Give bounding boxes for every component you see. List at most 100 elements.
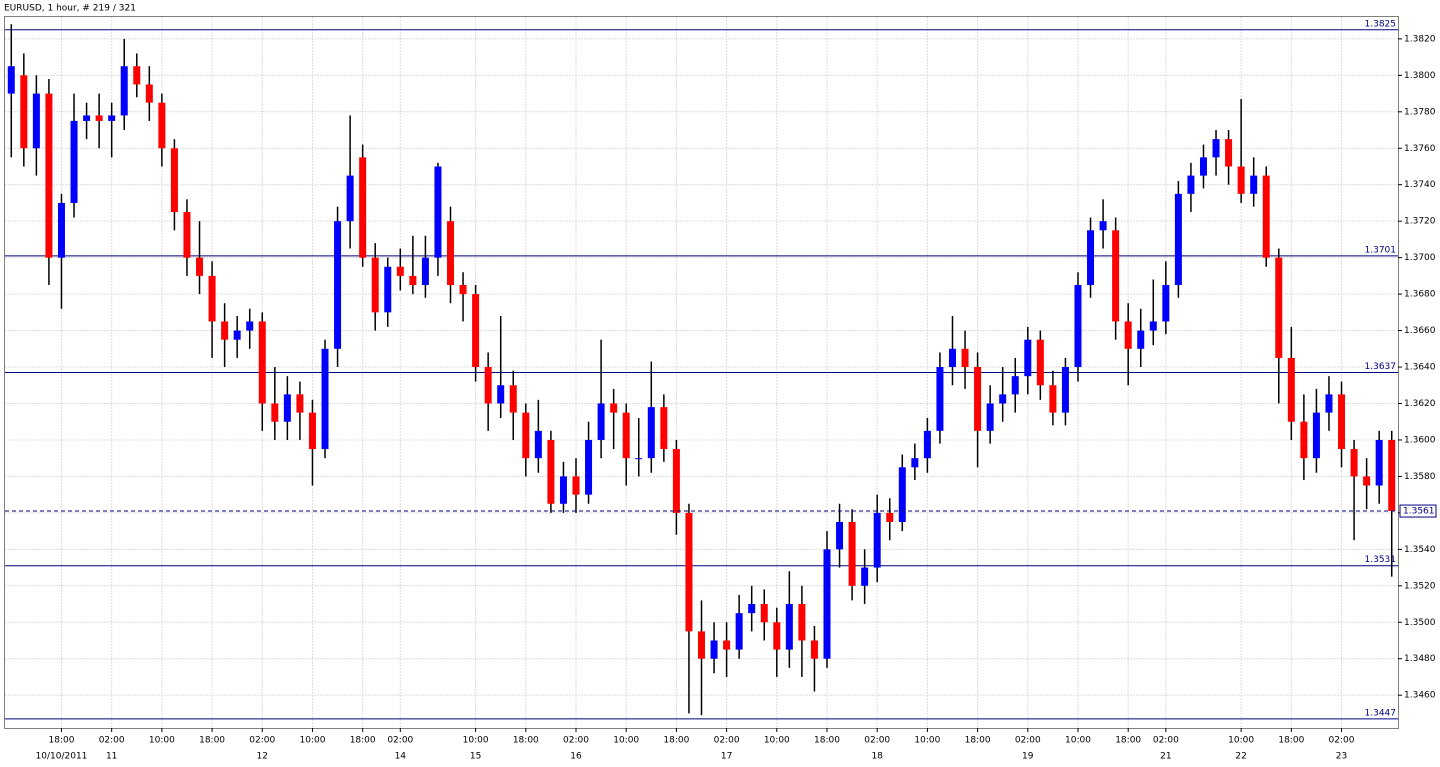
x-tick-label: 02:00 <box>714 736 740 746</box>
candle-body <box>723 640 731 650</box>
candle-body <box>1061 367 1069 413</box>
candle-body <box>170 148 178 213</box>
candle-body <box>83 115 91 121</box>
candle-body <box>271 403 279 422</box>
candle-body <box>622 412 630 459</box>
candle-body <box>321 348 329 450</box>
candle-body <box>961 348 969 368</box>
x-tick-label: 18:00 <box>663 736 689 746</box>
date-label: 23 <box>1336 752 1347 762</box>
date-label: 19 <box>1022 752 1034 762</box>
x-tick-label: 02:00 <box>1329 736 1355 746</box>
y-tick-label: 1.3460 <box>1404 691 1436 701</box>
candle-body <box>610 403 618 413</box>
x-tick-label: 02:00 <box>563 736 589 746</box>
candle-body <box>1199 157 1207 176</box>
candle-body <box>1250 175 1258 194</box>
y-tick-label: 1.3660 <box>1404 326 1436 336</box>
candle-body <box>1325 394 1333 413</box>
candle-body <box>95 115 103 121</box>
x-tick-label: 02:00 <box>387 736 413 746</box>
candle-body <box>1312 412 1320 459</box>
candle-body <box>1187 175 1195 194</box>
date-label: 12 <box>257 752 268 762</box>
candle-body <box>1174 193 1182 285</box>
candle-body <box>886 512 894 522</box>
candle-body <box>45 93 53 258</box>
candle-body <box>1338 394 1346 450</box>
candle-body <box>1237 166 1245 194</box>
x-tick-label: 10:00 <box>1228 736 1254 746</box>
candle-body <box>346 175 354 222</box>
x-tick-label: 10:00 <box>463 736 489 746</box>
candle-body <box>196 257 204 276</box>
candle-body <box>597 403 605 440</box>
candle-body <box>1287 357 1295 422</box>
y-tick-label: 1.3600 <box>1404 435 1436 445</box>
candle-body <box>472 294 480 368</box>
y-tick-label: 1.3620 <box>1404 399 1436 409</box>
candle-body <box>183 212 191 258</box>
candle-body <box>145 84 153 103</box>
candle-body <box>547 439 555 504</box>
y-tick-label: 1.3680 <box>1404 290 1436 300</box>
candle-body <box>848 521 856 586</box>
date-label: 14 <box>395 752 407 762</box>
candle-body <box>120 66 128 116</box>
candle-body <box>1212 139 1220 158</box>
x-tick-label: 18:00 <box>814 736 840 746</box>
date-label: 22 <box>1235 752 1246 762</box>
candle-body <box>221 321 229 340</box>
y-tick-label: 1.3540 <box>1404 545 1436 555</box>
candle-body <box>660 407 668 450</box>
candle-body <box>334 221 342 349</box>
candle-body <box>447 221 455 285</box>
x-tick-label: 02:00 <box>249 736 275 746</box>
candle-body <box>1375 439 1383 486</box>
x-tick-label: 10:00 <box>1065 736 1091 746</box>
candle-body <box>760 604 768 623</box>
candle-body <box>585 439 593 495</box>
candle-body <box>898 467 906 522</box>
candle-body <box>1350 449 1358 477</box>
y-tick-label: 1.3520 <box>1404 581 1436 591</box>
candle-body <box>208 275 216 322</box>
candle-body <box>948 348 956 368</box>
candle-body <box>1087 230 1095 285</box>
candle-body <box>1024 339 1032 377</box>
candle-body <box>497 385 505 404</box>
candle-body <box>434 166 442 258</box>
candle-body <box>1162 284 1170 322</box>
x-tick-label: 10:00 <box>914 736 940 746</box>
candle-body <box>371 257 379 313</box>
x-tick-label: 18:00 <box>513 736 539 746</box>
candle-body <box>986 403 994 431</box>
candle-body <box>1074 284 1082 368</box>
x-tick-label: 10:00 <box>149 736 175 746</box>
candle-body <box>421 257 429 285</box>
candle-body <box>20 75 28 149</box>
date-label: 17 <box>721 752 732 762</box>
y-tick-label: 1.3760 <box>1404 144 1436 154</box>
candle-body <box>108 115 116 121</box>
candle-body <box>923 430 931 459</box>
candle-body <box>384 266 392 313</box>
candle-body <box>233 330 241 340</box>
candle-body <box>359 157 367 258</box>
candle-body <box>810 640 818 659</box>
candle-body <box>409 275 417 285</box>
level-label: 1.3825 <box>1365 19 1397 29</box>
candle-body <box>936 367 944 431</box>
candle-body <box>735 613 743 650</box>
x-tick-label: 18:00 <box>965 736 991 746</box>
candle-body <box>836 521 844 550</box>
candle-body <box>635 458 643 460</box>
candle-body <box>710 640 718 659</box>
x-tick-label: 02:00 <box>99 736 125 746</box>
x-tick-label: 10:00 <box>299 736 325 746</box>
candle-body <box>133 66 141 85</box>
candle-body <box>283 394 291 422</box>
